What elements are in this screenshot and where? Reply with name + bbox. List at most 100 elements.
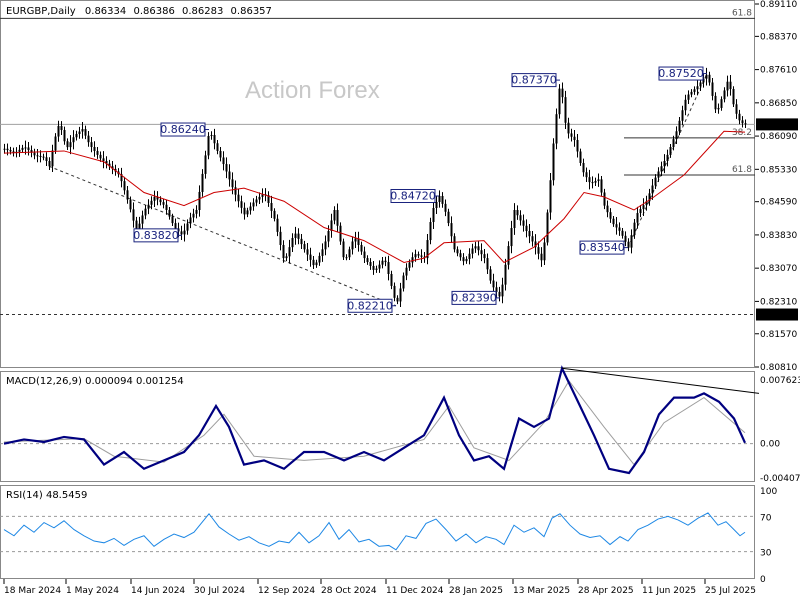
candle-body bbox=[435, 201, 438, 208]
candle-body bbox=[408, 262, 411, 268]
candle-body bbox=[432, 207, 435, 223]
candle-body bbox=[336, 209, 339, 226]
candle-body bbox=[249, 206, 252, 211]
candle-body bbox=[501, 284, 504, 297]
candle-body bbox=[630, 235, 633, 248]
candle-body bbox=[417, 254, 420, 256]
price-tick-label: 0.85330 bbox=[760, 165, 797, 175]
candle-body bbox=[684, 99, 687, 111]
candle-body bbox=[24, 147, 27, 149]
candle-body bbox=[624, 235, 627, 242]
candle-body bbox=[45, 157, 48, 162]
candle-body bbox=[558, 88, 561, 115]
candle-body bbox=[102, 158, 105, 162]
candle-body bbox=[159, 199, 162, 203]
candle-body bbox=[525, 225, 528, 231]
candle-body bbox=[447, 211, 450, 224]
candle-body bbox=[534, 241, 537, 248]
watermark: Action Forex bbox=[245, 77, 380, 104]
price-annotation-label: 0.86240 bbox=[160, 123, 206, 136]
candle-body bbox=[330, 220, 333, 231]
candle-body bbox=[354, 238, 357, 242]
candle-body bbox=[561, 88, 564, 98]
candle-body bbox=[261, 194, 264, 197]
candle-body bbox=[618, 227, 621, 231]
candle-body bbox=[6, 148, 9, 151]
candle-body bbox=[189, 217, 192, 224]
candle-body bbox=[144, 208, 147, 216]
candle-body bbox=[384, 260, 387, 263]
candle-body bbox=[315, 262, 318, 266]
ohlc-open: 0.86334 bbox=[85, 6, 126, 17]
ohlc-high: 0.86386 bbox=[133, 6, 174, 17]
candle-body bbox=[378, 264, 381, 269]
candle-body bbox=[66, 141, 69, 148]
date-tick-label: 28 Apr 2025 bbox=[578, 586, 634, 596]
candle-body bbox=[672, 139, 675, 148]
candle-body bbox=[717, 107, 720, 110]
candle-body bbox=[309, 254, 312, 260]
candle-body bbox=[741, 120, 744, 124]
candle-body bbox=[657, 171, 660, 178]
candle-body bbox=[477, 246, 480, 251]
candle-body bbox=[270, 202, 273, 211]
candle-body bbox=[483, 254, 486, 259]
candle-body bbox=[540, 253, 543, 261]
candle-body bbox=[327, 230, 330, 242]
candle-body bbox=[516, 209, 519, 216]
symbol-header: EURGBP,Daily 0.86334 0.86386 0.86283 0.8… bbox=[6, 6, 272, 17]
price-tick-label: 0.88370 bbox=[760, 32, 797, 42]
candle-body bbox=[597, 179, 600, 182]
candle-body bbox=[48, 161, 51, 167]
candle-body bbox=[18, 149, 21, 152]
candle-body bbox=[453, 236, 456, 250]
candle-body bbox=[285, 256, 288, 259]
candle-body bbox=[141, 215, 144, 224]
candle-body bbox=[174, 223, 177, 229]
candle-body bbox=[738, 113, 741, 121]
candle-body bbox=[411, 257, 414, 263]
moving-average-line bbox=[3, 130, 746, 264]
date-tick-label: 30 Jul 2024 bbox=[194, 586, 245, 596]
macd-tick-label: 0.00 bbox=[760, 440, 780, 450]
current-price-tag-bg bbox=[756, 118, 798, 131]
candle-body bbox=[441, 195, 444, 204]
candle-body bbox=[666, 154, 669, 162]
candle-body bbox=[567, 122, 570, 134]
candle-body bbox=[219, 150, 222, 158]
candle-body bbox=[333, 209, 336, 221]
candle-body bbox=[564, 97, 567, 123]
candle-body bbox=[414, 254, 417, 258]
candle-body bbox=[642, 205, 645, 210]
macd-tick-label: -0.004073 bbox=[760, 474, 800, 484]
candle-body bbox=[294, 233, 297, 238]
candle-body bbox=[681, 110, 684, 121]
candle-body bbox=[318, 255, 321, 263]
candle-body bbox=[723, 90, 726, 100]
price-annotation-label: 0.83820 bbox=[133, 229, 179, 242]
candle-body bbox=[84, 129, 87, 136]
candle-body bbox=[669, 147, 672, 155]
candle-body bbox=[507, 246, 510, 265]
candle-body bbox=[714, 95, 717, 110]
candle-body bbox=[492, 280, 495, 288]
candle-body bbox=[99, 154, 102, 159]
candle-body bbox=[735, 104, 738, 114]
candle-body bbox=[162, 202, 165, 205]
candle-body bbox=[402, 275, 405, 289]
candle-body bbox=[81, 129, 84, 132]
candle-body bbox=[381, 260, 384, 265]
candle-body bbox=[321, 249, 324, 256]
down-trendline bbox=[48, 165, 397, 307]
candle-body bbox=[462, 257, 465, 262]
candle-body bbox=[303, 244, 306, 250]
candle-body bbox=[12, 151, 15, 153]
ohlc-low: 0.86283 bbox=[182, 6, 223, 17]
candle-body bbox=[606, 205, 609, 213]
candle-body bbox=[366, 258, 369, 263]
candle-body bbox=[129, 199, 132, 210]
candle-body bbox=[291, 237, 294, 248]
candle-body bbox=[504, 264, 507, 285]
fib-label: 61.8 bbox=[732, 165, 752, 175]
macd-main-line bbox=[3, 365, 747, 475]
